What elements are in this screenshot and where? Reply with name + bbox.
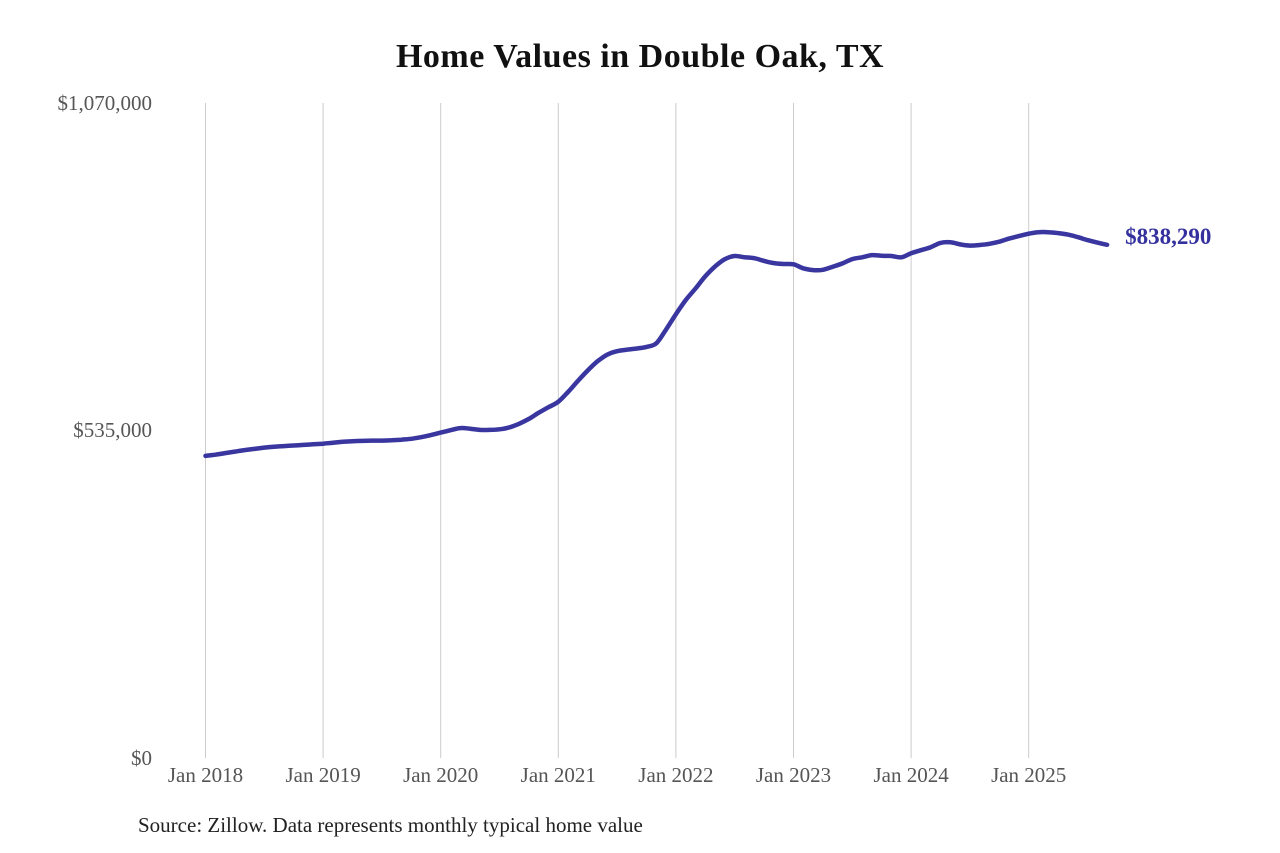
x-tick-label-jan-2021: Jan 2021 <box>520 763 596 787</box>
x-tick-label-jan-2025: Jan 2025 <box>991 763 1067 787</box>
vertical-gridlines <box>205 103 1030 758</box>
x-tick-label-jan-2020: Jan 2020 <box>403 763 479 787</box>
chart-title: Home Values in Double Oak, TX <box>395 38 885 75</box>
latest-value-label: $838,290 <box>1125 223 1212 249</box>
y-tick-label-zero: $0 <box>131 746 152 770</box>
x-tick-label-jan-2019: Jan 2019 <box>285 763 361 787</box>
y-tick-label-max: $1,070,000 <box>57 91 153 115</box>
source-note: Source: Zillow. Data represents monthly … <box>138 813 643 837</box>
y-tick-label-mid: $535,000 <box>73 418 152 442</box>
x-tick-label-jan-2018: Jan 2018 <box>167 763 244 787</box>
x-tick-label-jan-2022: Jan 2022 <box>638 763 714 787</box>
x-tick-label-jan-2023: Jan 2023 <box>755 763 832 787</box>
home-value-line <box>203 229 1110 459</box>
x-tick-label-jan-2024: Jan 2024 <box>873 763 949 787</box>
